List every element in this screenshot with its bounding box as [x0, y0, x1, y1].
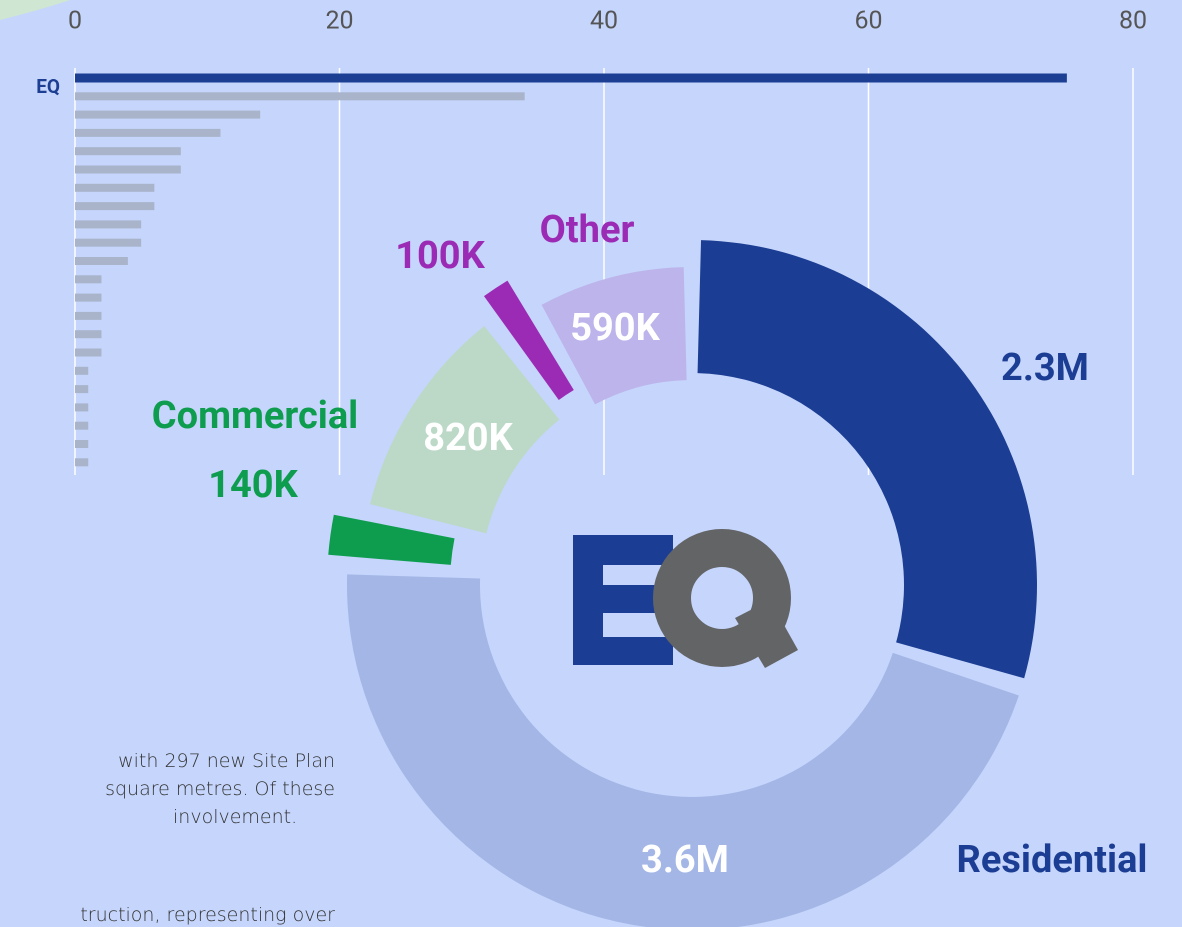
- x-tick-label: 20: [325, 7, 353, 36]
- bar: [75, 385, 89, 394]
- logo: [573, 529, 798, 668]
- bar: [75, 238, 142, 247]
- donut-segment: [483, 280, 574, 400]
- bar: [75, 366, 89, 375]
- value-label: 100K: [395, 234, 485, 278]
- bar: [75, 458, 89, 467]
- donut-segment: [328, 514, 455, 565]
- bar: [75, 165, 181, 174]
- group-label: Residential: [957, 838, 1148, 882]
- donut-segment: [697, 240, 1037, 679]
- bar: [75, 421, 89, 430]
- x-tick-label: 40: [590, 7, 618, 36]
- value-label: 3.6M: [641, 838, 729, 882]
- bar: [75, 220, 142, 229]
- value-label: 590K: [570, 306, 660, 350]
- paragraph-line: involvement.: [173, 806, 298, 828]
- bar: [75, 183, 155, 192]
- donut-segment: [347, 574, 1019, 927]
- bar: [75, 311, 102, 320]
- x-tick-label: 0: [68, 7, 82, 36]
- bar: [75, 128, 221, 137]
- paragraph-line: truction, representing over: [80, 904, 335, 926]
- value-label: 140K: [208, 463, 298, 507]
- value-label: 2.3M: [1001, 346, 1089, 390]
- bar: [75, 330, 102, 339]
- bar: [75, 257, 128, 265]
- logo-q: [653, 529, 791, 667]
- paragraph-line: square metres. Of these: [105, 778, 335, 800]
- bar: [75, 73, 1067, 83]
- logo-e: [573, 637, 673, 665]
- x-tick-label: 60: [854, 7, 882, 36]
- bar: [75, 293, 102, 302]
- bar: [75, 202, 155, 211]
- logo-e: [573, 585, 663, 613]
- group-label: Commercial: [152, 394, 358, 438]
- bar: [75, 110, 261, 119]
- group-label: Other: [540, 208, 635, 252]
- y-tick-label: EQ: [36, 75, 60, 98]
- donut-segment: [370, 326, 560, 534]
- bar: [75, 348, 102, 357]
- value-label: 820K: [423, 416, 513, 460]
- bar: [75, 275, 102, 284]
- bar: [75, 403, 89, 412]
- corner-shape: [0, 0, 70, 20]
- bar: [75, 440, 89, 448]
- x-tick-label: 80: [1119, 7, 1147, 36]
- paragraph-line: with 297 new Site Plan: [118, 750, 335, 772]
- donut-segment: [541, 267, 687, 405]
- bar: [75, 147, 181, 156]
- logo-q-tail: [735, 600, 798, 668]
- bar: [75, 92, 525, 101]
